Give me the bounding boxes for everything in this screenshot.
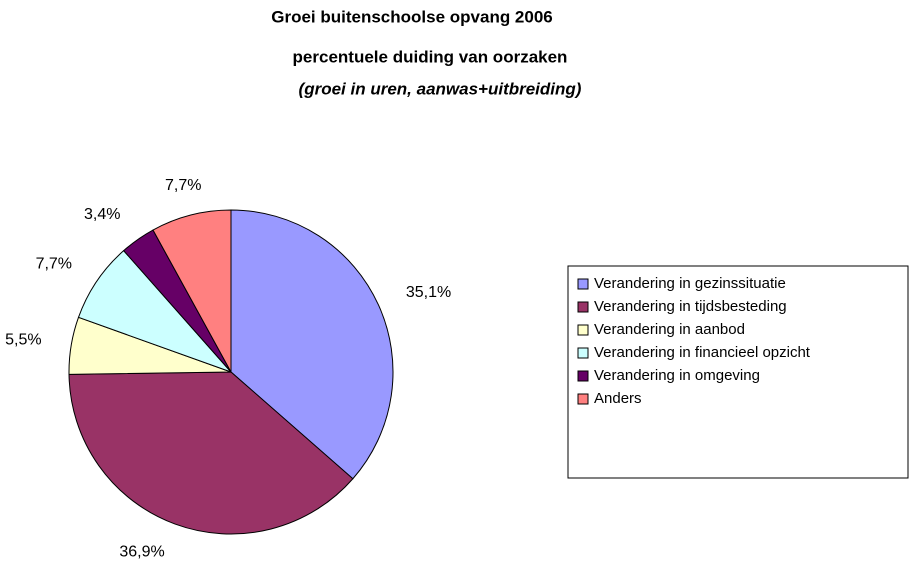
- data-label: 7,7%: [165, 177, 201, 194]
- pie-slice: [230, 209, 394, 480]
- legend-swatch: [577, 347, 589, 359]
- data-label: 3,4%: [84, 206, 120, 223]
- chart-subtitle: percentuele duiding van oorzaken: [293, 47, 568, 66]
- legend-label: Verandering in gezinssituatie: [594, 275, 786, 292]
- legend-swatch: [577, 324, 589, 336]
- legend-label: Verandering in omgeving: [594, 367, 760, 384]
- legend-label: Anders: [594, 390, 642, 407]
- pie-slice: [152, 209, 232, 373]
- data-label: 36,9%: [119, 543, 164, 560]
- legend-label: Verandering in financieel opzicht: [594, 344, 811, 361]
- pie-slice: [68, 371, 354, 535]
- legend-swatch: [577, 393, 589, 405]
- legend-swatch: [577, 278, 589, 290]
- legend-label: Verandering in tijdsbesteding: [594, 298, 787, 315]
- chart-title: Groei buitenschoolse opvang 2006: [271, 7, 553, 26]
- legend-label: Verandering in aanbod: [594, 321, 745, 338]
- data-label: 7,7%: [36, 256, 72, 273]
- chart-note: (groei in uren, aanwas+uitbreiding): [299, 79, 582, 98]
- legend-box: [567, 265, 909, 479]
- data-label: 5,5%: [5, 332, 41, 349]
- legend-swatch: [577, 370, 589, 382]
- data-label: 35,1%: [406, 284, 451, 301]
- legend-swatch: [577, 301, 589, 313]
